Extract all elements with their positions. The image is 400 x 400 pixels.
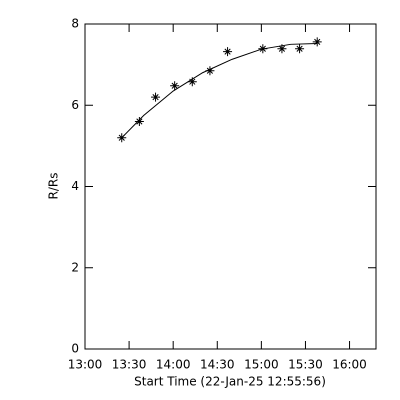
x-tick-label: 15:30 — [288, 358, 323, 372]
y-tick-label: 0 — [71, 342, 79, 356]
data-point — [117, 133, 127, 143]
y-axis-label: R/Rs — [47, 173, 61, 200]
data-point — [134, 117, 144, 126]
data-point — [223, 47, 233, 57]
x-axis-label: Start Time (22-Jan-25 12:55:56) — [134, 375, 326, 389]
data-point — [151, 92, 161, 102]
data-point — [205, 66, 215, 76]
plot-frame — [84, 23, 377, 350]
y-tick-label: 2 — [71, 260, 79, 274]
x-tick-label: 15:00 — [244, 358, 279, 372]
data-point — [187, 77, 197, 87]
y-tick-label: 4 — [71, 179, 79, 193]
x-tick-label: 13:00 — [68, 358, 103, 372]
x-tick-label: 14:00 — [156, 358, 191, 372]
data-point — [295, 44, 305, 54]
data-point — [312, 37, 322, 47]
y-tick-label: 8 — [71, 17, 79, 31]
x-tick-label: 14:30 — [200, 358, 235, 372]
x-tick-label: 16:00 — [332, 358, 367, 372]
y-tick-label: 6 — [71, 98, 79, 112]
data-point — [277, 44, 287, 54]
data-point — [170, 81, 180, 91]
x-tick-label: 13:30 — [112, 358, 147, 372]
fit-line — [121, 43, 318, 139]
